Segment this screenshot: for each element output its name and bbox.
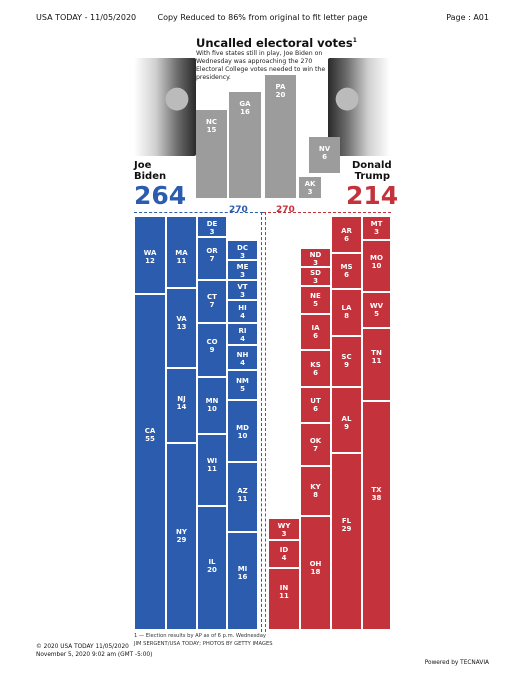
person-silhouette-icon: ● (163, 80, 190, 115)
state-block-trump: OK 7 (300, 423, 331, 466)
state-block-biden: NH 4 (227, 345, 258, 370)
state-block-biden: CA 55 (134, 294, 166, 630)
state-block-trump: AL 9 (331, 387, 362, 453)
state-block-biden: MN 10 (197, 377, 227, 434)
state-block-biden: MA 11 (166, 216, 197, 288)
state-block-trump: KY 8 (300, 466, 331, 516)
trump-votes: 214 (346, 181, 399, 210)
state-block-biden: IL 20 (197, 506, 227, 630)
state-block-trump: WY 3 (268, 518, 300, 540)
state-block-trump: AR 6 (331, 216, 362, 253)
state-block-trump: NE 5 (300, 286, 331, 314)
state-block-trump: WV 5 (362, 292, 391, 328)
state-block-biden: OR 7 (197, 237, 227, 280)
state-block-trump: OH 18 (300, 516, 331, 630)
header-center: Copy Reduced to 86% from original to fit… (157, 13, 368, 22)
state-block-trump: MT 3 (362, 216, 391, 240)
state-block-trump: LA 8 (331, 289, 362, 336)
threshold-line-blue (134, 212, 263, 213)
state-block-trump: MO 10 (362, 240, 391, 292)
state-block-biden: VT 3 (227, 280, 258, 300)
state-block-trump: IN 11 (268, 568, 300, 630)
uncalled-state: PA 20 (265, 75, 296, 198)
state-block-biden: WI 11 (197, 434, 227, 506)
threshold-label-right: 270 (276, 205, 295, 215)
state-block-trump: IA 6 (300, 314, 331, 350)
state-block-biden: NM 5 (227, 370, 258, 400)
state-block-biden: DE 3 (197, 216, 227, 237)
footer-powered: Powered by TECNAVIA (424, 660, 489, 666)
state-block-biden: NJ 14 (166, 368, 197, 443)
threshold-label-left: 270 (229, 205, 248, 215)
state-block-trump: ID 4 (268, 540, 300, 568)
graphic-subtitle: With five states still in play, Joe Bide… (196, 50, 326, 81)
biden-name: Joe Biden (134, 160, 167, 182)
threshold-divider-blue (261, 212, 262, 632)
person-silhouette-icon: ● (334, 80, 361, 115)
uncalled-state: NV 6 (309, 137, 340, 173)
state-block-biden: CO 9 (197, 323, 227, 377)
header-right: Page : A01 (446, 13, 489, 22)
state-block-biden: VA 13 (166, 288, 197, 368)
biden-photo: ● (134, 58, 196, 156)
state-block-biden: ME 3 (227, 260, 258, 280)
footer-copyright: © 2020 USA TODAY 11/05/2020 November 5, 2… (36, 644, 153, 658)
uncalled-state: AK 3 (299, 177, 321, 198)
state-block-biden: MD 10 (227, 400, 258, 462)
biden-votes: 264 (134, 181, 187, 210)
uncalled-state: NC 15 (196, 110, 227, 198)
state-block-trump: MS 6 (331, 253, 362, 289)
state-block-biden: HI 4 (227, 300, 258, 323)
state-block-trump: SD 3 (300, 267, 331, 286)
uncalled-state: GA 16 (229, 92, 261, 198)
trump-name: Donald Trump (352, 160, 392, 182)
state-block-biden: AZ 11 (227, 462, 258, 532)
state-block-biden: WA 12 (134, 216, 166, 294)
state-block-trump: ND 3 (300, 248, 331, 267)
state-block-trump: KS 6 (300, 350, 331, 387)
state-block-biden: CT 7 (197, 280, 227, 323)
state-block-biden: NY 29 (166, 443, 197, 630)
footnote: 1 — Election results by AP as of 6 p.m. … (134, 633, 273, 647)
threshold-divider-red (265, 212, 266, 632)
state-block-trump: TX 38 (362, 401, 391, 630)
state-block-trump: SC 9 (331, 336, 362, 387)
header-left: USA TODAY - 11/05/2020 (36, 13, 137, 22)
state-block-trump: FL 29 (331, 453, 362, 630)
state-block-trump: TN 11 (362, 328, 391, 401)
trump-photo: ● (328, 58, 390, 156)
graphic-title: Uncalled electoral votes1 (196, 36, 357, 50)
state-block-biden: DC 3 (227, 240, 258, 260)
state-block-trump: UT 6 (300, 387, 331, 423)
threshold-line-red (263, 212, 391, 213)
state-block-biden: MI 16 (227, 532, 258, 630)
state-block-biden: RI 4 (227, 323, 258, 345)
